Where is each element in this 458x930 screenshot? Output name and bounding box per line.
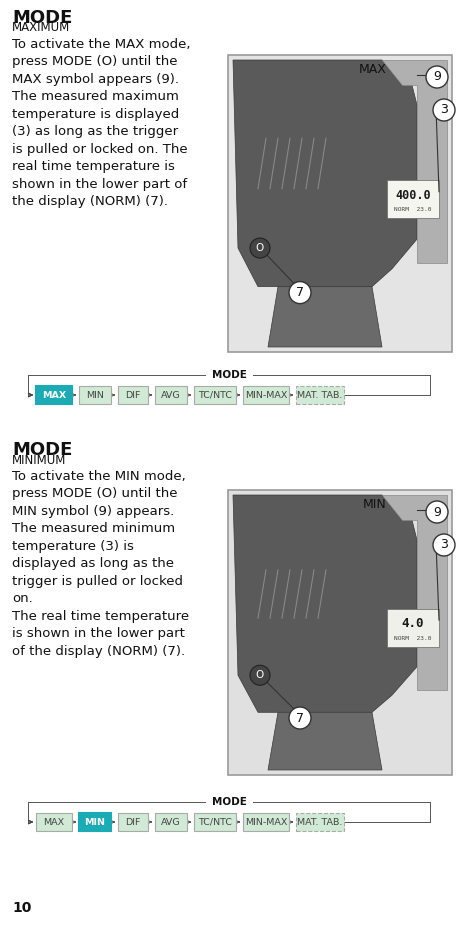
Text: MAX: MAX: [359, 63, 387, 76]
Text: To activate the MAX mode,
press MODE (O) until the
MAX symbol appears (9).
The m: To activate the MAX mode, press MODE (O)…: [12, 38, 191, 208]
Circle shape: [250, 238, 270, 258]
FancyBboxPatch shape: [194, 813, 236, 831]
Bar: [387, 609, 439, 646]
Text: MODE: MODE: [212, 797, 246, 807]
Text: 7: 7: [296, 711, 304, 724]
Text: MODE: MODE: [212, 370, 246, 380]
FancyBboxPatch shape: [243, 813, 289, 831]
Text: 9: 9: [433, 506, 441, 519]
Text: DIF: DIF: [125, 817, 141, 827]
Bar: [228, 55, 452, 352]
Polygon shape: [233, 60, 417, 286]
FancyBboxPatch shape: [155, 386, 187, 404]
Text: 400.0: 400.0: [395, 189, 431, 202]
Bar: [228, 490, 452, 775]
Text: O: O: [256, 243, 264, 253]
FancyBboxPatch shape: [36, 386, 72, 404]
Text: 3: 3: [440, 538, 448, 551]
Text: 9: 9: [433, 71, 441, 84]
Text: MINIMUM: MINIMUM: [12, 454, 66, 467]
FancyBboxPatch shape: [79, 813, 111, 831]
Bar: [387, 180, 439, 219]
Circle shape: [289, 282, 311, 303]
Text: TC/NTC: TC/NTC: [198, 817, 232, 827]
Text: AVG: AVG: [161, 391, 181, 400]
Polygon shape: [382, 60, 447, 263]
Text: MIN-MAX: MIN-MAX: [245, 817, 287, 827]
Circle shape: [426, 501, 448, 523]
FancyBboxPatch shape: [79, 386, 111, 404]
Text: NORM  23.0: NORM 23.0: [394, 636, 432, 641]
Text: MIN-MAX: MIN-MAX: [245, 391, 287, 400]
FancyBboxPatch shape: [118, 386, 148, 404]
Text: 3: 3: [440, 103, 448, 116]
Text: MAT. TAB.: MAT. TAB.: [297, 817, 343, 827]
Circle shape: [426, 66, 448, 88]
Text: 10: 10: [12, 901, 32, 915]
Text: 4.0: 4.0: [402, 618, 424, 631]
Circle shape: [433, 534, 455, 556]
FancyBboxPatch shape: [36, 813, 72, 831]
Text: MAX: MAX: [42, 391, 66, 400]
Polygon shape: [382, 495, 447, 689]
Text: MAXIMUM: MAXIMUM: [12, 21, 70, 34]
Text: MIN: MIN: [84, 817, 105, 827]
Text: NORM  23.0: NORM 23.0: [394, 207, 432, 212]
Polygon shape: [233, 495, 417, 712]
Text: DIF: DIF: [125, 391, 141, 400]
Text: MIN: MIN: [86, 391, 104, 400]
FancyBboxPatch shape: [118, 813, 148, 831]
Circle shape: [433, 99, 455, 121]
Text: AVG: AVG: [161, 817, 181, 827]
Bar: [229, 56, 451, 351]
FancyBboxPatch shape: [243, 386, 289, 404]
FancyBboxPatch shape: [194, 386, 236, 404]
Text: MODE: MODE: [12, 441, 72, 459]
FancyBboxPatch shape: [296, 813, 344, 831]
Text: MAX: MAX: [44, 817, 65, 827]
Polygon shape: [268, 286, 382, 347]
FancyBboxPatch shape: [155, 813, 187, 831]
Text: O: O: [256, 671, 264, 680]
Text: MODE: MODE: [12, 9, 72, 27]
Circle shape: [250, 665, 270, 685]
Text: MIN: MIN: [363, 498, 387, 511]
Bar: [229, 491, 451, 774]
FancyBboxPatch shape: [296, 386, 344, 404]
Text: 7: 7: [296, 286, 304, 299]
Text: To activate the MIN mode,
press MODE (O) until the
MIN symbol (9) appears.
The m: To activate the MIN mode, press MODE (O)…: [12, 470, 189, 658]
Text: MAT. TAB.: MAT. TAB.: [297, 391, 343, 400]
Text: TC/NTC: TC/NTC: [198, 391, 232, 400]
Circle shape: [289, 707, 311, 729]
Polygon shape: [268, 712, 382, 770]
